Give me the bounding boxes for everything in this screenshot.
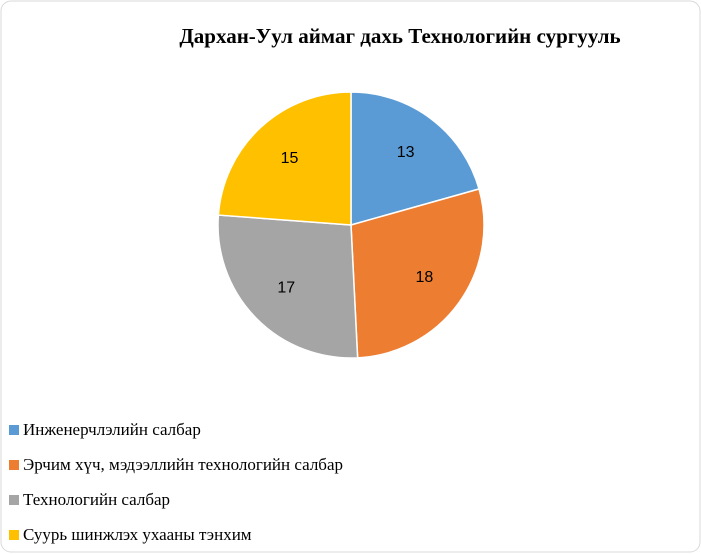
data-label: 17 (277, 279, 295, 296)
chart-title: Дархан-Уул аймаг дахь Технологийн сургуу… (179, 24, 620, 48)
legend-swatch (9, 530, 19, 540)
legend-label: Технологийн салбар (23, 490, 170, 509)
legend-label: Инженерчлэлийн салбар (23, 420, 201, 439)
data-label: 13 (397, 144, 415, 161)
legend-swatch (9, 425, 19, 435)
legend-label: Эрчим хүч, мэдээллийн технологийн салбар (23, 455, 343, 474)
data-label: 18 (416, 269, 434, 286)
legend-swatch (9, 495, 19, 505)
pie-slice (217, 91, 352, 226)
pie-slice (350, 188, 485, 359)
legend-label: Суурь шинжлэх ухааны тэнхим (23, 525, 252, 544)
legend-swatch (9, 460, 19, 470)
pie-slice (350, 91, 480, 226)
data-label: 15 (281, 150, 299, 167)
pie-slice (217, 214, 359, 359)
